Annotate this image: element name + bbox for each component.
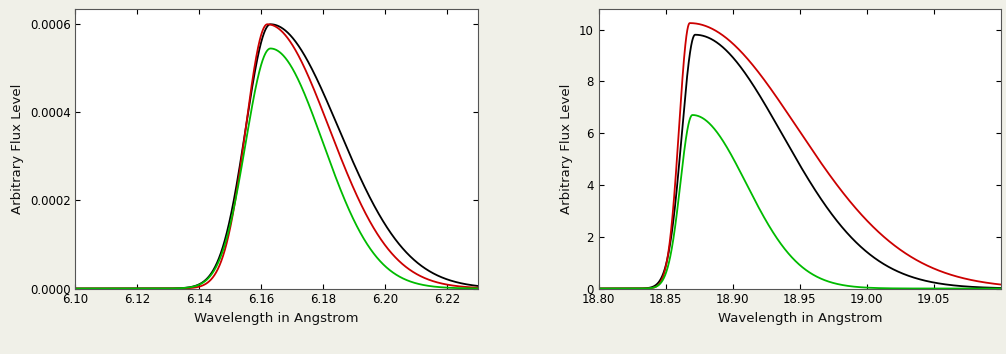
X-axis label: Wavelength in Angstrom: Wavelength in Angstrom (194, 312, 359, 325)
Y-axis label: Arbitrary Flux Level: Arbitrary Flux Level (11, 84, 24, 214)
Y-axis label: Arbitrary Flux Level: Arbitrary Flux Level (560, 84, 573, 214)
X-axis label: Wavelength in Angstrom: Wavelength in Angstrom (717, 312, 882, 325)
